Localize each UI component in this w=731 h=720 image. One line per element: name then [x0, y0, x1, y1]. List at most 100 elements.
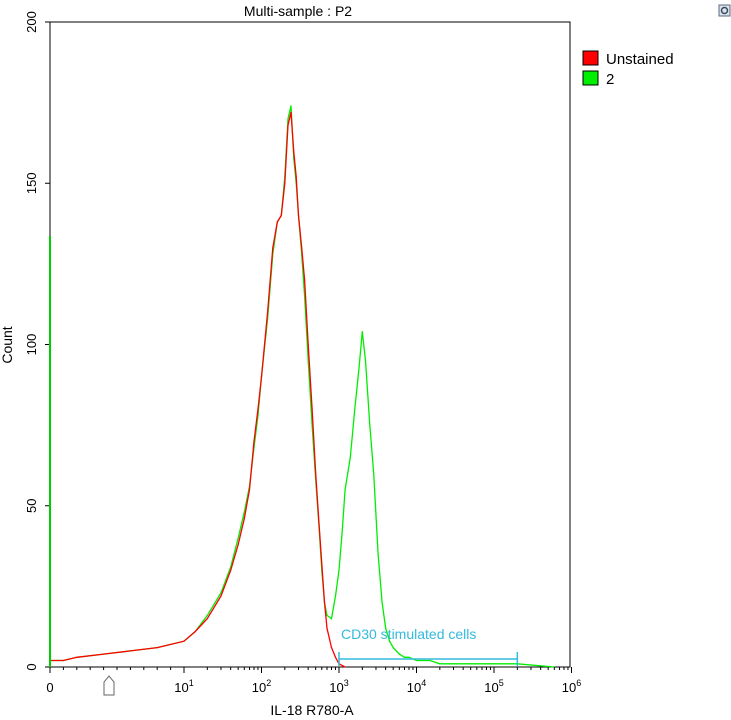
- chart-title: Multi-sample : P2: [244, 3, 352, 19]
- data-point: [330, 618, 333, 620]
- data-point: [389, 640, 391, 642]
- data-point: [385, 627, 387, 629]
- threshold-marker-icon[interactable]: [103, 675, 115, 696]
- data-point: [330, 647, 333, 649]
- x-tick-exponent: 1: [189, 678, 194, 688]
- x-tick-label: 0: [46, 680, 53, 695]
- data-point: [470, 663, 472, 665]
- y-tick-label: 150: [24, 172, 39, 194]
- data-point: [304, 279, 306, 281]
- data-point: [248, 489, 251, 491]
- data-point: [323, 601, 326, 604]
- data-point: [253, 440, 255, 442]
- data-point: [237, 543, 239, 546]
- data-point: [206, 618, 208, 620]
- data-point: [301, 247, 303, 249]
- plot-area: [49, 21, 571, 668]
- data-point: [392, 647, 394, 649]
- data-point: [315, 472, 317, 475]
- data-point: [183, 640, 185, 642]
- data-point: [272, 247, 274, 249]
- data-point: [452, 663, 455, 665]
- data-point: [290, 111, 292, 113]
- y-tick-label: 100: [24, 334, 39, 356]
- data-point: [334, 595, 337, 597]
- x-tick-label: 105: [484, 678, 503, 695]
- x-axis-label: IL-18 R780-A: [270, 702, 354, 718]
- x-tick-label: 101: [174, 678, 193, 695]
- y-axis-label: Count: [0, 326, 15, 363]
- data-point: [276, 221, 278, 223]
- gate-cd30[interactable]: CD30 stimulated cells: [338, 626, 519, 666]
- data-point: [318, 521, 320, 523]
- x-tick-label: 104: [407, 678, 426, 695]
- data-point: [398, 653, 400, 655]
- gear-icon[interactable]: [718, 4, 731, 17]
- legend-label: Unstained: [606, 51, 674, 68]
- data-point: [341, 530, 343, 533]
- x-tick-exponent: 3: [344, 678, 349, 688]
- data-point: [311, 408, 313, 410]
- data-point: [243, 511, 245, 513]
- data-point: [287, 118, 289, 120]
- data-point: [220, 595, 222, 597]
- data-point: [103, 653, 105, 655]
- y-tick-label: 200: [24, 11, 39, 33]
- legend-item-sample-2[interactable]: 2: [582, 70, 614, 88]
- data-point: [373, 472, 375, 475]
- data-point: [338, 569, 340, 571]
- data-point: [194, 630, 196, 633]
- data-point: [307, 360, 309, 362]
- data-point: [403, 656, 406, 658]
- data-point: [358, 369, 360, 371]
- data-point: [326, 627, 328, 629]
- data-point: [267, 311, 269, 313]
- data-point: [129, 650, 131, 652]
- data-point: [62, 659, 64, 662]
- x-tick-exponent: 2: [266, 678, 271, 688]
- data-point: [415, 659, 418, 662]
- data-point: [295, 176, 297, 178]
- data-point: [260, 376, 263, 378]
- x-tick-label: 106: [562, 678, 581, 695]
- data-point: [344, 666, 346, 668]
- data-point: [377, 553, 379, 555]
- legend-item-unstained[interactable]: Unstained: [582, 50, 674, 68]
- data-point: [361, 331, 363, 333]
- legend-swatch: [582, 70, 599, 86]
- data-point: [290, 105, 292, 107]
- data-point: [237, 537, 239, 539]
- data-point: [230, 569, 232, 571]
- x-tick-exponent: 6: [576, 678, 581, 688]
- data-point: [220, 592, 222, 594]
- data-point: [280, 214, 282, 217]
- data-point: [354, 408, 356, 410]
- data-point: [493, 663, 495, 665]
- data-point: [287, 124, 289, 126]
- data-point: [364, 360, 367, 362]
- data-point: [284, 182, 286, 184]
- data-point: [156, 647, 158, 649]
- x-tick-exponent: 5: [499, 678, 504, 688]
- data-point: [369, 424, 371, 426]
- data-point: [321, 563, 323, 565]
- data-point: [76, 656, 78, 658]
- x-tick-label: 102: [252, 678, 271, 695]
- data-point: [408, 656, 410, 658]
- data-point: [206, 614, 208, 617]
- gate-label: CD30 stimulated cells: [341, 626, 476, 642]
- x-tick-label: 103: [329, 678, 348, 695]
- data-point: [326, 614, 328, 617]
- x-tick-exponent: 4: [421, 678, 426, 688]
- series-line-unstained: [50, 112, 346, 668]
- data-point: [349, 456, 351, 458]
- data-point: [243, 518, 245, 520]
- data-point: [429, 659, 431, 662]
- data-point: [439, 663, 441, 665]
- data-point: [334, 656, 337, 658]
- y-tick-label: 50: [24, 499, 39, 513]
- data-point: [307, 343, 309, 346]
- legend-swatch: [582, 50, 599, 66]
- data-point: [344, 489, 346, 491]
